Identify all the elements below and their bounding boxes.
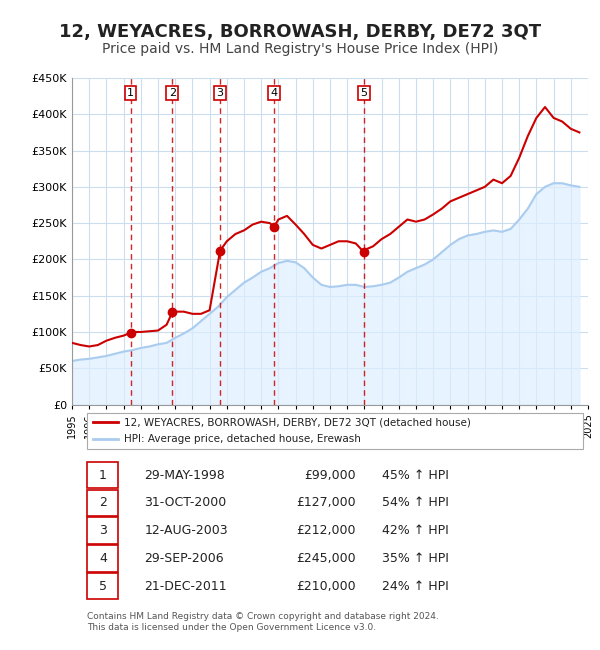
Text: 4: 4	[271, 88, 278, 97]
Text: 3: 3	[99, 524, 107, 537]
FancyBboxPatch shape	[88, 573, 118, 599]
Text: 35% ↑ HPI: 35% ↑ HPI	[382, 552, 448, 565]
FancyBboxPatch shape	[88, 545, 118, 571]
Text: Contains HM Land Registry data © Crown copyright and database right 2024.
This d: Contains HM Land Registry data © Crown c…	[88, 612, 439, 632]
Text: 31-OCT-2000: 31-OCT-2000	[144, 497, 226, 510]
Text: 1: 1	[99, 469, 107, 482]
Text: 24% ↑ HPI: 24% ↑ HPI	[382, 580, 448, 593]
Text: 29-MAY-1998: 29-MAY-1998	[144, 469, 225, 482]
Text: £212,000: £212,000	[296, 524, 356, 537]
Text: 29-SEP-2006: 29-SEP-2006	[144, 552, 224, 565]
Text: 12, WEYACRES, BORROWASH, DERBY, DE72 3QT (detached house): 12, WEYACRES, BORROWASH, DERBY, DE72 3QT…	[124, 417, 470, 427]
FancyBboxPatch shape	[88, 413, 583, 448]
Text: £245,000: £245,000	[296, 552, 356, 565]
Text: 5: 5	[361, 88, 367, 97]
Text: 21-DEC-2011: 21-DEC-2011	[144, 580, 227, 593]
Text: 12, WEYACRES, BORROWASH, DERBY, DE72 3QT: 12, WEYACRES, BORROWASH, DERBY, DE72 3QT	[59, 23, 541, 41]
Text: 42% ↑ HPI: 42% ↑ HPI	[382, 524, 448, 537]
Text: 45% ↑ HPI: 45% ↑ HPI	[382, 469, 448, 482]
Text: Price paid vs. HM Land Registry's House Price Index (HPI): Price paid vs. HM Land Registry's House …	[102, 42, 498, 57]
Text: 4: 4	[99, 552, 107, 565]
Text: 12-AUG-2003: 12-AUG-2003	[144, 524, 228, 537]
Text: 2: 2	[99, 497, 107, 510]
Text: £210,000: £210,000	[296, 580, 356, 593]
Text: 54% ↑ HPI: 54% ↑ HPI	[382, 497, 448, 510]
FancyBboxPatch shape	[88, 462, 118, 488]
Text: £99,000: £99,000	[304, 469, 356, 482]
Text: 1: 1	[127, 88, 134, 97]
Text: 5: 5	[99, 580, 107, 593]
FancyBboxPatch shape	[88, 489, 118, 516]
Text: £127,000: £127,000	[296, 497, 356, 510]
Text: HPI: Average price, detached house, Erewash: HPI: Average price, detached house, Erew…	[124, 434, 361, 445]
FancyBboxPatch shape	[88, 517, 118, 544]
Text: 3: 3	[217, 88, 224, 97]
Text: 2: 2	[169, 88, 176, 97]
